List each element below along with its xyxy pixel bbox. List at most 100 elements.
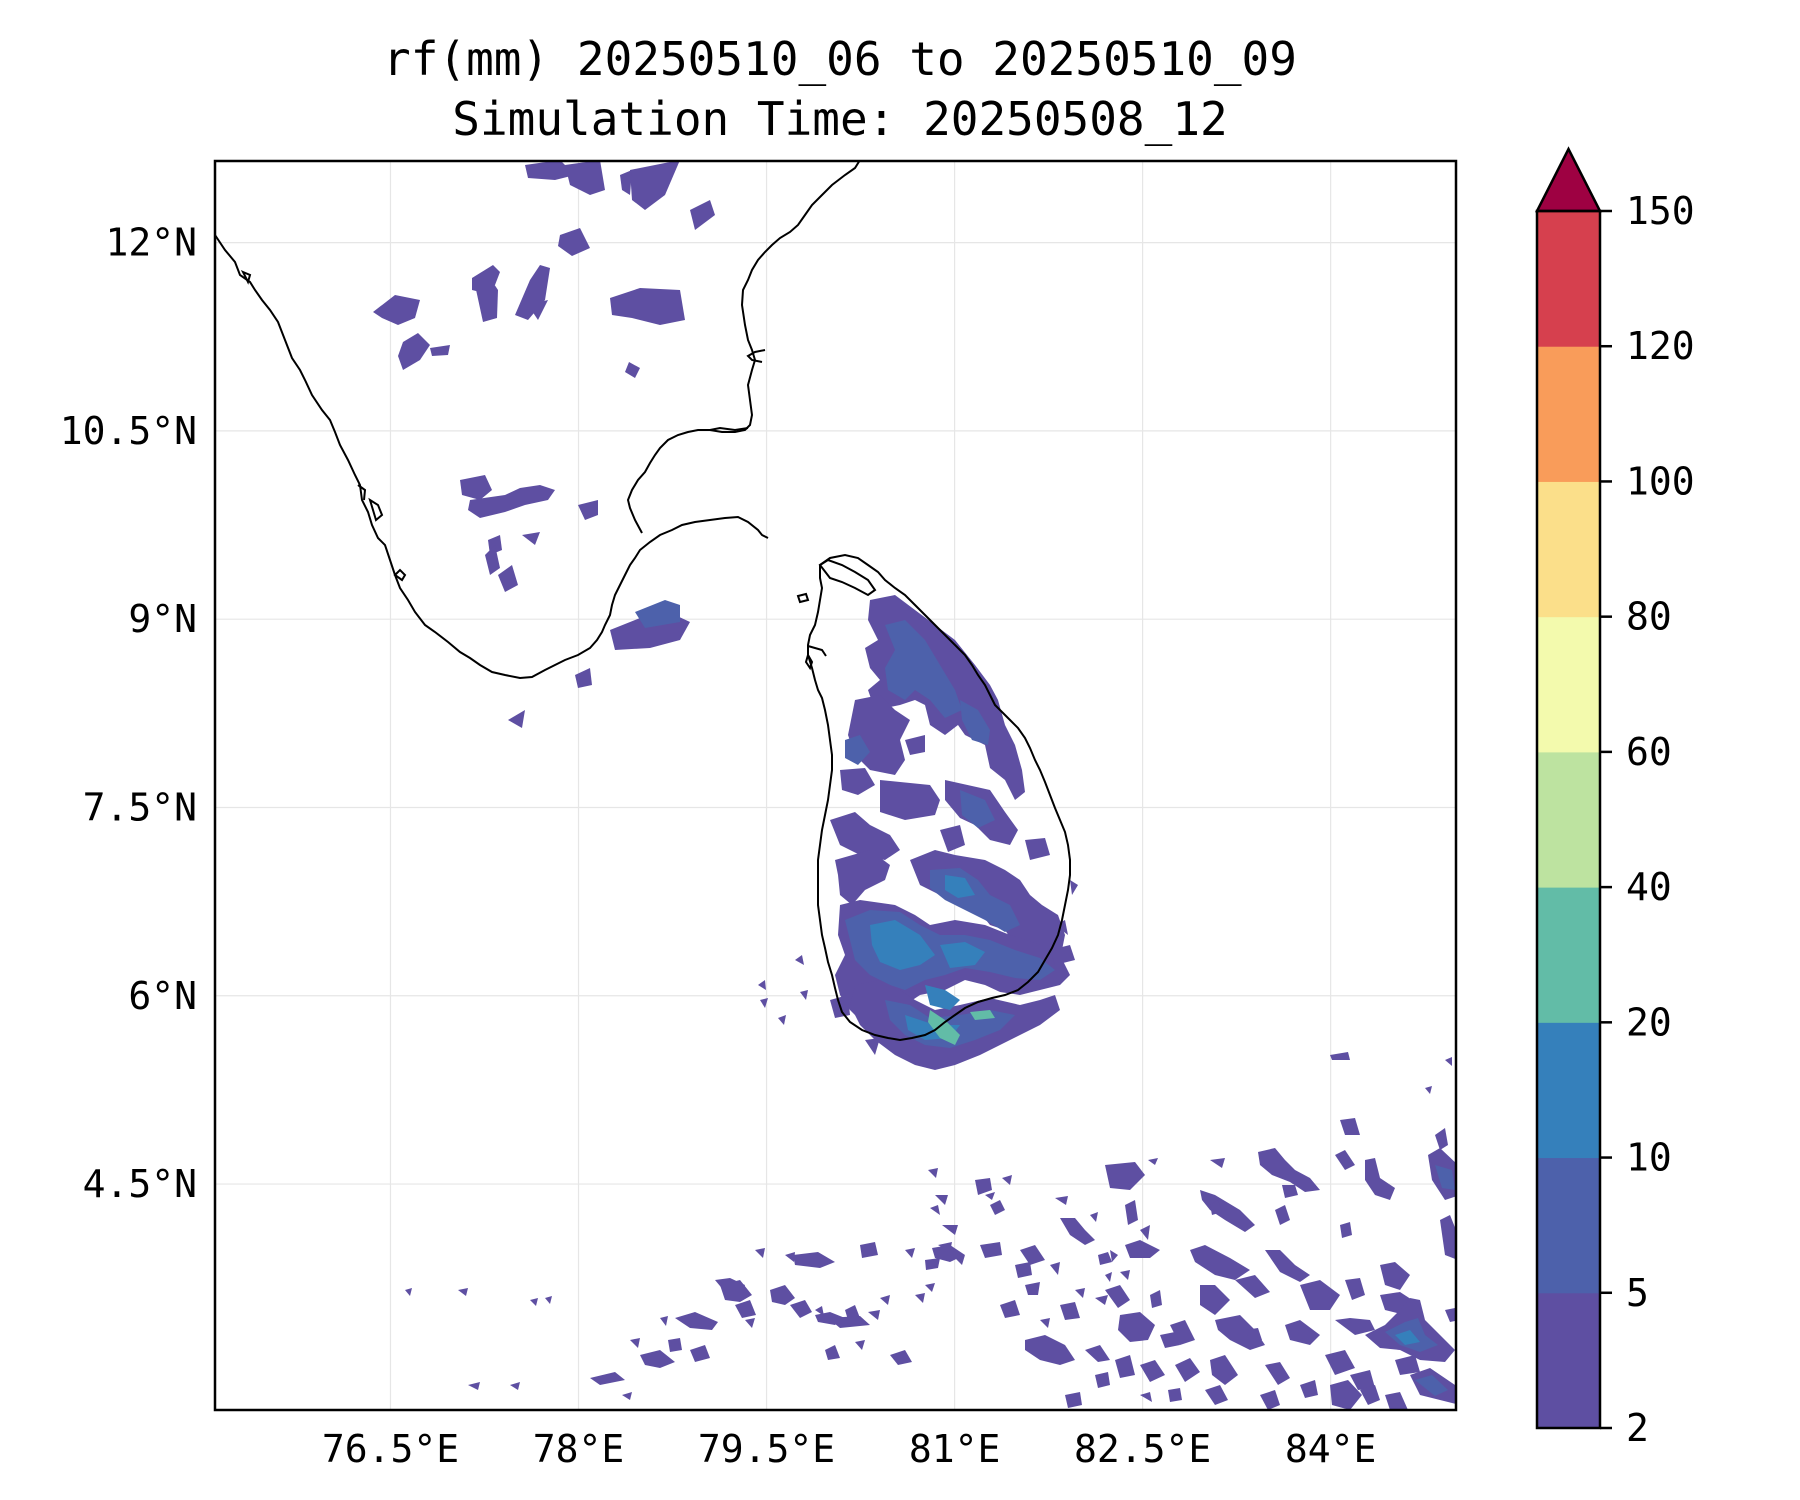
colorbar-segment	[1537, 751, 1600, 888]
rain-patch	[1150, 1290, 1162, 1308]
rain-patch	[1000, 1300, 1020, 1318]
rain-patch	[1345, 1278, 1365, 1300]
rain-patch	[800, 990, 808, 1000]
rain-patch	[1175, 1358, 1200, 1382]
colorbar-segment	[1537, 887, 1600, 1023]
rain-patch	[668, 1338, 682, 1352]
rain-patch	[942, 1225, 958, 1235]
rain-patches-sri-lanka	[758, 595, 1078, 1070]
colorbar-segment	[1537, 211, 1600, 347]
rain-patch	[1200, 1190, 1255, 1232]
colorbar-tick-label: 20	[1626, 1000, 1672, 1044]
rain-patch	[1440, 1215, 1456, 1260]
india-east-coastline	[626, 161, 861, 534]
rain-patch	[1380, 1262, 1410, 1290]
rain-patch	[1330, 1380, 1362, 1410]
rain-patch	[475, 275, 498, 322]
rain-patch	[1265, 1362, 1290, 1385]
rain-patch	[590, 1372, 625, 1385]
rain-patch	[1075, 1288, 1085, 1298]
rain-patch	[1140, 1225, 1150, 1240]
india-sw-inlet-4	[357, 484, 367, 501]
lat-tick-label: 10.5°N	[60, 409, 197, 453]
map-gridlines	[215, 161, 1456, 1410]
rain-patch	[1265, 1250, 1310, 1282]
rain-patch	[758, 980, 766, 990]
rain-patch	[828, 1316, 870, 1328]
rain-patch	[510, 1382, 520, 1390]
colorbar-tick-label: 60	[1626, 730, 1672, 774]
rain-patch	[1258, 1148, 1320, 1192]
lon-tick-label: 76.5°E	[322, 1427, 459, 1471]
rain-patch	[430, 345, 450, 356]
lon-tick-label: 79.5°E	[698, 1427, 835, 1471]
rain-patch	[610, 288, 685, 325]
rain-patch	[515, 265, 550, 320]
rain-patch	[1055, 920, 1068, 935]
rain-patch	[1365, 1158, 1395, 1200]
rain-patch	[1340, 1222, 1352, 1238]
rain-patch	[793, 1252, 835, 1268]
rain-patch	[522, 532, 540, 545]
rain-patch	[825, 1345, 840, 1360]
rain-patch	[1098, 1252, 1112, 1265]
rain-patch	[795, 955, 804, 965]
rain-patch	[925, 985, 960, 1010]
rain-patch	[1070, 880, 1078, 895]
rain-patch	[770, 1285, 795, 1305]
rain-patch	[1385, 1392, 1408, 1410]
colorbar-segment	[1537, 1022, 1600, 1159]
rain-patch	[468, 485, 555, 518]
rain-patch	[1445, 1057, 1452, 1066]
india-east-coastline-inlet	[746, 349, 766, 363]
rain-patch	[1330, 1052, 1350, 1060]
rain-patch	[630, 1338, 640, 1348]
rain-patch	[970, 1010, 995, 1020]
rain-patch	[890, 1350, 912, 1365]
colorbar: 2 5 10 20 40 60 80 100 120 150	[1534, 146, 1695, 1450]
lat-tick-label: 12°N	[105, 221, 197, 265]
rain-patch	[915, 1293, 925, 1303]
rain-patch	[1140, 1360, 1165, 1382]
colorbar-frame	[1535, 209, 1602, 1430]
rain-patch	[1415, 1375, 1448, 1396]
rain-patch	[575, 668, 592, 688]
rain-patch	[985, 1192, 995, 1200]
rain-patch	[565, 161, 605, 195]
rain-patch	[373, 295, 420, 325]
colorbar-segment	[1537, 481, 1600, 618]
rain-patch	[1090, 1212, 1098, 1222]
rain-patch	[870, 920, 935, 970]
rain-patch	[1002, 1175, 1012, 1185]
rain-patch	[1085, 1345, 1110, 1362]
rain-patch	[860, 1242, 878, 1258]
rain-patch	[1210, 1200, 1222, 1215]
rain-patch	[785, 1252, 795, 1262]
rain-patch	[960, 700, 990, 745]
rain-patch	[1282, 1185, 1298, 1198]
rain-patch	[880, 1295, 890, 1305]
rain-patch	[1205, 1385, 1228, 1405]
rain-patch	[1105, 1272, 1112, 1282]
rain-patch	[1105, 1285, 1130, 1308]
lat-tick-label: 6°N	[128, 974, 197, 1018]
rain-patch	[1335, 1150, 1355, 1170]
rain-patch	[865, 1038, 880, 1055]
rain-patch	[1445, 1308, 1456, 1322]
india-east-coastline-lagoon	[709, 426, 749, 432]
rain-patch	[1105, 1162, 1145, 1190]
rain-patch	[508, 710, 525, 728]
rain-patch	[855, 1340, 865, 1350]
rain-patch	[1050, 945, 1075, 965]
rain-patch	[930, 1205, 940, 1215]
rain-patch	[1170, 1320, 1195, 1345]
rain-patches-ocean	[405, 1052, 1456, 1410]
rain-patch	[1115, 1355, 1135, 1378]
rain-patch	[1300, 1380, 1318, 1398]
rain-patch	[622, 1392, 632, 1400]
sri-lanka-island	[796, 592, 810, 604]
rain-patch	[1275, 1205, 1290, 1225]
rain-patch	[1285, 1320, 1320, 1345]
rain-patch	[935, 1195, 948, 1205]
